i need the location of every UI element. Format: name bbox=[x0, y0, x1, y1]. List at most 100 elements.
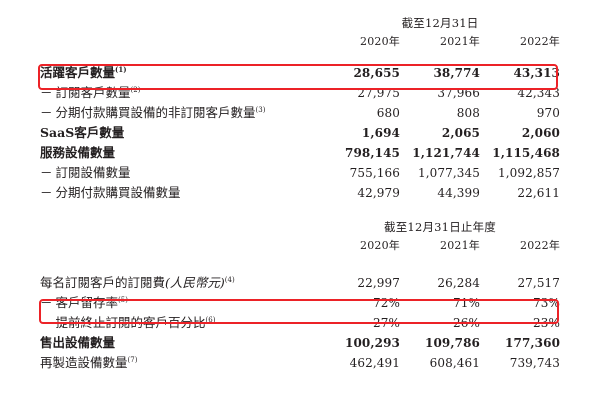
cell-installment-devices-2022: 22,611 bbox=[517, 186, 560, 200]
footnote-marker-3: (3) bbox=[255, 105, 266, 114]
footnote-marker-5: (5) bbox=[118, 295, 128, 304]
cell-service-devices-2021: 1,121,744 bbox=[412, 146, 480, 160]
column-header-year-2021: 2021年 bbox=[440, 35, 480, 48]
cell-retention-rate-2021: 71% bbox=[453, 296, 480, 310]
column-group-header-year-ended: 截至12月31日止年度 bbox=[384, 220, 496, 234]
cell-installment-nonsubscription-2020: 680 bbox=[376, 106, 400, 120]
cell-saas-customers-2020: 1,694 bbox=[361, 126, 400, 140]
dash-icon: － bbox=[40, 295, 53, 310]
cell-subscription-devices-2020: 755,166 bbox=[349, 166, 400, 180]
footnote-marker-2: (2) bbox=[130, 85, 141, 94]
row-label-text: 提前終止訂閱的客戶百分比 bbox=[55, 315, 206, 330]
cell-saas-customers-2022: 2,060 bbox=[521, 126, 560, 140]
row-label-devices-sold: 售出設備數量 bbox=[40, 335, 116, 350]
table-row-customer-retention-rate: －客戶留存率(5) 72% 71% 73% bbox=[40, 293, 560, 313]
cell-subscription-fee-2022: 27,517 bbox=[517, 276, 561, 290]
row-label-subscription-customers: －訂閱客戶數量(2) bbox=[40, 83, 320, 103]
cell-retention-rate-2022: 73% bbox=[533, 296, 561, 310]
row-label-customer-retention-rate: －客戶留存率(5) bbox=[40, 293, 320, 313]
footnote-marker-6: (6) bbox=[205, 315, 216, 324]
table-row-subscription-fee-per-customer: 每名訂閱客戶的訂閱費(人民幣元)(4) 22,997 26,284 27,517 bbox=[40, 273, 560, 293]
table-row-early-termination-percentage: －提前終止訂閱的客戶百分比(6) 27% 26% 23% bbox=[40, 313, 560, 333]
cell-subscription-customers-2020: 27,975 bbox=[357, 86, 400, 100]
cell-early-termination-2020: 27% bbox=[373, 316, 400, 330]
cell-remanufactured-2022: 739,743 bbox=[509, 356, 561, 370]
header-spacer-annual-2 bbox=[40, 235, 320, 253]
operating-metrics-table-devices: 截至12月31日 2020年 2021年 2022年 活躍客戶數量(1) 28,… bbox=[40, 14, 560, 203]
dash-icon: － bbox=[40, 185, 53, 200]
header-gap-cell-annual bbox=[40, 253, 320, 273]
cell-subscription-customers-2022: 42,343 bbox=[517, 86, 560, 100]
row-label-service-devices: 服務設備數量 bbox=[40, 145, 116, 160]
cell-subscription-fee-2020: 22,997 bbox=[357, 276, 400, 290]
table-row-saas-customers: SaaS客戶數量 1,694 2,065 2,060 bbox=[40, 123, 560, 143]
row-label-unit: (人民幣元) bbox=[165, 275, 225, 290]
header-gap-cell-3 bbox=[400, 49, 480, 63]
cell-installment-devices-2021: 44,399 bbox=[437, 186, 480, 200]
header-span-row: 截至12月31日 bbox=[40, 14, 560, 31]
header-gap-cell-annual-2 bbox=[320, 253, 400, 273]
cell-service-devices-2022: 1,115,468 bbox=[492, 146, 560, 160]
dash-icon: － bbox=[40, 165, 53, 180]
cell-active-customers-2021: 38,774 bbox=[433, 66, 480, 80]
row-label-text: 訂閱客戶數量 bbox=[55, 85, 131, 100]
column-header-year-2022: 2022年 bbox=[520, 35, 560, 48]
cell-retention-rate-2020: 72% bbox=[373, 296, 400, 310]
dash-icon: － bbox=[40, 85, 53, 100]
column-header-year-2022-annual: 2022年 bbox=[520, 239, 561, 252]
table-row-subscription-customers: －訂閱客戶數量(2) 27,975 37,966 42,343 bbox=[40, 83, 560, 103]
column-header-year-2021-annual: 2021年 bbox=[440, 239, 480, 252]
cell-devices-sold-2020: 100,293 bbox=[345, 336, 400, 350]
cell-active-customers-2022: 43,313 bbox=[513, 66, 560, 80]
table-body-annual: 每名訂閱客戶的訂閱費(人民幣元)(4) 22,997 26,284 27,517… bbox=[40, 273, 560, 373]
dash-icon: － bbox=[40, 105, 53, 120]
column-header-year-2020-annual: 2020年 bbox=[360, 239, 400, 252]
table-row-remanufactured-devices: 再製造設備數量(7) 462,491 608,461 739,743 bbox=[40, 353, 560, 373]
table-header-devices: 截至12月31日 2020年 2021年 2022年 bbox=[40, 14, 560, 63]
header-gap-cell bbox=[40, 49, 320, 63]
table-row-devices-sold: 售出設備數量 100,293 109,786 177,360 bbox=[40, 333, 560, 353]
table-body-devices: 活躍客戶數量(1) 28,655 38,774 43,313 －訂閱客戶數量(2… bbox=[40, 63, 560, 203]
row-label-text: 客戶留存率 bbox=[55, 295, 119, 310]
row-label-saas-customers: SaaS客戶數量 bbox=[40, 125, 125, 140]
header-gap-row bbox=[40, 49, 560, 63]
header-year-row-annual: 2020年 2021年 2022年 bbox=[40, 235, 560, 253]
row-label-text: 活躍客戶數量 bbox=[40, 65, 116, 80]
row-label-active-customers: 活躍客戶數量(1) bbox=[40, 63, 320, 83]
row-label-text: 分期付款購買設備的非訂閱客戶數量 bbox=[55, 105, 256, 120]
header-gap-row-annual bbox=[40, 253, 560, 273]
row-label-early-termination-percentage: －提前終止訂閱的客戶百分比(6) bbox=[40, 313, 320, 333]
table-row-service-devices: 服務設備數量 798,145 1,121,744 1,115,468 bbox=[40, 143, 560, 163]
row-label-text: 再製造設備數量 bbox=[40, 355, 128, 370]
row-label-subscription-fee-per-customer: 每名訂閱客戶的訂閱費(人民幣元)(4) bbox=[40, 273, 320, 293]
header-gap-cell-annual-3 bbox=[400, 253, 480, 273]
row-label-subscription-devices: －訂閱設備數量 bbox=[40, 163, 320, 183]
table-row-installment-devices: －分期付款購買設備數量 42,979 44,399 22,611 bbox=[40, 183, 560, 203]
cell-subscription-customers-2021: 37,966 bbox=[437, 86, 480, 100]
header-gap-cell-annual-4 bbox=[480, 253, 560, 273]
dash-icon: － bbox=[40, 315, 53, 330]
table-row-subscription-devices: －訂閱設備數量 755,166 1,077,345 1,092,857 bbox=[40, 163, 560, 183]
cell-installment-devices-2020: 42,979 bbox=[357, 186, 400, 200]
operating-metrics-table-annual: 截至12月31日止年度 2020年 2021年 2022年 每名訂閱客戶的訂閱費… bbox=[40, 218, 560, 373]
cell-early-termination-2022: 23% bbox=[533, 316, 561, 330]
row-label-text: 每名訂閱客戶的訂閱費 bbox=[40, 275, 166, 290]
cell-subscription-devices-2022: 1,092,857 bbox=[498, 166, 560, 180]
header-gap-cell-2 bbox=[320, 49, 400, 63]
column-header-year-2020: 2020年 bbox=[360, 35, 400, 48]
column-group-header-as-of-date: 截至12月31日 bbox=[401, 16, 479, 30]
cell-subscription-fee-2021: 26,284 bbox=[437, 276, 480, 290]
footnote-marker-4: (4) bbox=[224, 275, 235, 284]
header-year-row: 2020年 2021年 2022年 bbox=[40, 31, 560, 49]
row-label-remanufactured-devices: 再製造設備數量(7) bbox=[40, 353, 320, 373]
row-label-installment-nonsubscription-customers: －分期付款購買設備的非訂閱客戶數量(3) bbox=[40, 103, 320, 123]
row-label-text: 分期付款購買設備數量 bbox=[55, 185, 181, 200]
table-row-active-customers: 活躍客戶數量(1) 28,655 38,774 43,313 bbox=[40, 63, 560, 83]
row-label-text: 訂閱設備數量 bbox=[55, 165, 131, 180]
cell-devices-sold-2022: 177,360 bbox=[505, 336, 561, 350]
cell-active-customers-2020: 28,655 bbox=[353, 66, 400, 80]
cell-saas-customers-2021: 2,065 bbox=[441, 126, 480, 140]
cell-remanufactured-2020: 462,491 bbox=[349, 356, 400, 370]
table-row-installment-nonsubscription-customers: －分期付款購買設備的非訂閱客戶數量(3) 680 808 970 bbox=[40, 103, 560, 123]
